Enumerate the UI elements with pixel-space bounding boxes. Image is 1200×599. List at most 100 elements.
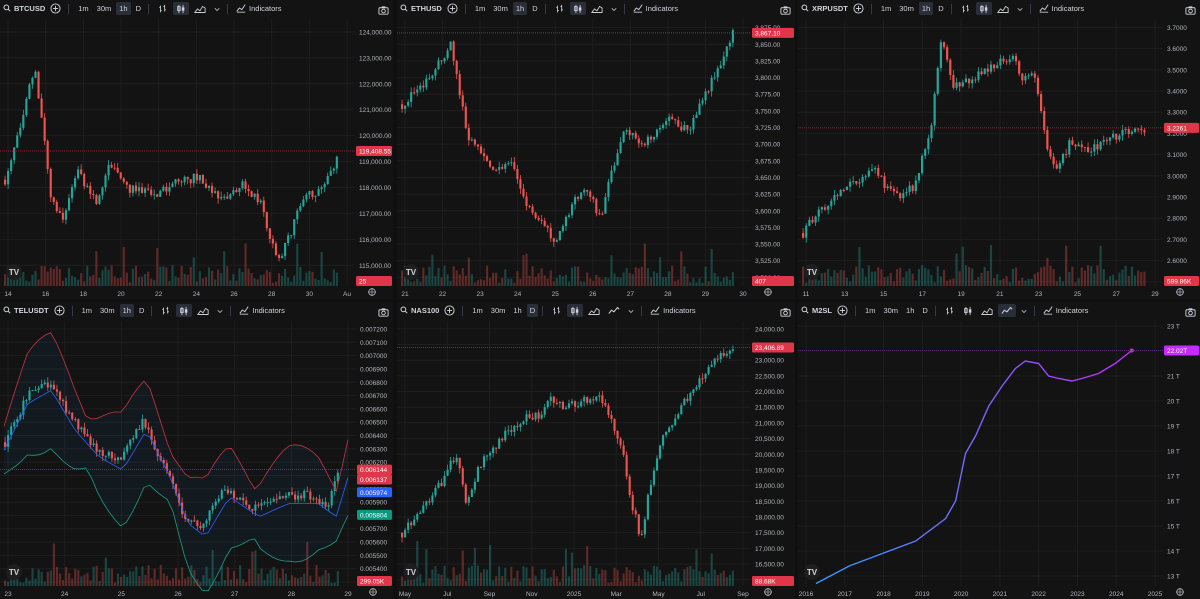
- timeframe-button-30m[interactable]: 30m: [100, 306, 115, 315]
- crosshair-icon[interactable]: [1176, 288, 1184, 296]
- chart-panel-telusdt[interactable]: TELUSDT 1m 30m 1h D Indicators 0.007200 0.00710…: [0, 302, 393, 599]
- bar-style-icon[interactable]: [942, 304, 958, 317]
- chevron-down-icon[interactable]: [625, 304, 637, 317]
- crosshair-icon[interactable]: [1176, 588, 1184, 596]
- chart-canvas[interactable]: 3,875.003,850.003,825.003,800.003,775.00…: [397, 0, 795, 299]
- candles-icon[interactable]: [173, 2, 190, 15]
- camera-icon[interactable]: [780, 3, 791, 15]
- symbol-search[interactable]: XRPUSDT: [798, 3, 848, 14]
- chart-canvas[interactable]: 23 T22 T21 T20 T19 T18 T17 T16 T15 T14 T…: [798, 302, 1200, 599]
- indicators-button[interactable]: Indicators: [1043, 305, 1088, 317]
- timeframe-button-1m[interactable]: 1m: [865, 306, 876, 315]
- area-icon[interactable]: [994, 2, 1012, 15]
- timeframe-button-d[interactable]: D: [532, 4, 538, 13]
- symbol-search[interactable]: BTCUSD: [0, 3, 45, 14]
- volume-bar: [601, 569, 604, 586]
- timeframe-button-d[interactable]: D: [135, 4, 142, 13]
- timeframe-button-1m[interactable]: 1m: [78, 4, 89, 13]
- camera-icon[interactable]: [378, 305, 389, 317]
- timeframe-button-d[interactable]: D: [938, 4, 944, 13]
- add-symbol-icon[interactable]: [850, 2, 867, 15]
- tradingview-logo-icon[interactable]: TV: [403, 264, 419, 280]
- indicators-button[interactable]: Indicators: [650, 305, 696, 317]
- area-icon[interactable]: [191, 2, 209, 15]
- chevron-down-icon[interactable]: [211, 2, 223, 15]
- bar-style-icon[interactable]: [552, 2, 568, 15]
- bar-style-icon[interactable]: [155, 2, 171, 15]
- candles-icon[interactable]: [176, 304, 193, 317]
- tradingview-logo-icon[interactable]: TV: [6, 264, 22, 280]
- add-symbol-icon[interactable]: [834, 304, 851, 317]
- indicators-button[interactable]: Indicators: [239, 305, 285, 317]
- line-style-icon[interactable]: [605, 304, 623, 317]
- bar-style-icon[interactable]: [549, 304, 565, 317]
- candles-icon[interactable]: [960, 304, 976, 317]
- camera-icon[interactable]: [378, 3, 389, 15]
- add-symbol-icon[interactable]: [51, 304, 68, 317]
- symbol-search[interactable]: ETHUSD: [397, 3, 442, 14]
- crosshair-icon[interactable]: [764, 588, 772, 596]
- timeframe-button-d[interactable]: D: [922, 306, 928, 315]
- line-style-icon[interactable]: [997, 304, 1016, 317]
- chart-canvas[interactable]: 0.007200 0.007100 0.007000 0.006900 0.006800…: [0, 302, 393, 599]
- symbol-search[interactable]: NAS100: [397, 305, 439, 316]
- indicators-button[interactable]: Indicators: [236, 3, 282, 15]
- symbol-search[interactable]: M2SL: [798, 305, 832, 316]
- camera-icon[interactable]: [1185, 305, 1196, 317]
- price-tick-label: 0.005700: [360, 526, 387, 533]
- camera-icon[interactable]: [1185, 3, 1196, 15]
- timeframe-button-d[interactable]: D: [138, 306, 145, 315]
- crosshair-icon[interactable]: [764, 288, 772, 296]
- timeframe-button-30m[interactable]: 30m: [493, 4, 508, 13]
- chevron-down-icon[interactable]: [608, 2, 620, 15]
- area-icon[interactable]: [194, 304, 212, 317]
- timeframe-button-1h[interactable]: 1h: [119, 304, 134, 317]
- candles-icon[interactable]: [569, 2, 586, 15]
- chart-canvas[interactable]: 124,000.00 123,000.00 122,000.00 121,000.00…: [0, 0, 393, 299]
- timeframe-button-1m[interactable]: 1m: [474, 4, 486, 13]
- crosshair-icon[interactable]: [369, 588, 377, 596]
- timeframe-button-1h[interactable]: 1h: [906, 306, 915, 315]
- timeframe-button-1m[interactable]: 1m: [81, 306, 93, 315]
- timeframe-button-1m[interactable]: 1m: [472, 306, 483, 315]
- indicators-button[interactable]: Indicators: [633, 3, 678, 15]
- chart-canvas[interactable]: 24,000.0023,500.0023,000.0022,500.0022,0…: [397, 302, 795, 599]
- bar-style-icon[interactable]: [958, 2, 974, 15]
- area-icon[interactable]: [588, 2, 606, 15]
- add-symbol-icon[interactable]: [441, 304, 458, 317]
- camera-icon[interactable]: [780, 305, 791, 317]
- timeframe-button-d[interactable]: D: [526, 304, 539, 317]
- candles-icon[interactable]: [975, 2, 992, 15]
- chevron-down-icon[interactable]: [1014, 2, 1026, 15]
- timeframe-button-30m[interactable]: 30m: [96, 4, 112, 13]
- add-symbol-icon[interactable]: [47, 2, 64, 15]
- chart-canvas[interactable]: 3.7000 3.6000 3.5000 3.4000 3.3000 3.2000 3.10…: [798, 0, 1200, 299]
- timeframe-button-30m[interactable]: 30m: [899, 4, 914, 13]
- chart-panel-btcusd[interactable]: BTCUSD 1m 30m 1h D Indicators 124,000.00 123,00…: [0, 0, 393, 299]
- crosshair-icon[interactable]: [368, 288, 376, 296]
- chevron-down-icon[interactable]: [214, 304, 226, 317]
- timeframe-button-1h[interactable]: 1h: [513, 306, 522, 315]
- tradingview-logo-icon[interactable]: TV: [804, 564, 820, 580]
- timeframe-button-30m[interactable]: 30m: [490, 306, 506, 315]
- timeframe-button-1h[interactable]: 1h: [116, 2, 131, 15]
- bar-style-icon[interactable]: [158, 304, 174, 317]
- timeframe-button-30m[interactable]: 30m: [883, 306, 899, 315]
- add-symbol-icon[interactable]: [444, 2, 461, 15]
- symbol-search[interactable]: TELUSDT: [0, 305, 49, 316]
- chart-panel-ethusd[interactable]: ETHUSD 1m 30m 1h D Indicators3,875.003,850.00…: [397, 0, 795, 299]
- tradingview-logo-icon[interactable]: TV: [403, 564, 419, 580]
- area-icon[interactable]: [585, 304, 603, 317]
- chart-panel-nas100[interactable]: NAS100 1m 30m 1h D Indicators24,000.0023,500.…: [397, 302, 795, 599]
- tradingview-logo-icon[interactable]: TV: [804, 264, 820, 280]
- area-icon[interactable]: [978, 304, 996, 317]
- indicators-button[interactable]: Indicators: [1039, 3, 1084, 15]
- timeframe-button-1h[interactable]: 1h: [512, 2, 528, 15]
- candles-icon[interactable]: [567, 304, 584, 317]
- timeframe-button-1h[interactable]: 1h: [918, 2, 934, 15]
- timeframe-button-1m[interactable]: 1m: [880, 4, 892, 13]
- chevron-down-icon[interactable]: [1018, 304, 1030, 317]
- tradingview-logo-icon[interactable]: TV: [6, 564, 22, 580]
- chart-panel-xrpusdt[interactable]: XRPUSDT 1m 30m 1h D Indicators 3.7000 3.6000 3.5…: [798, 0, 1200, 299]
